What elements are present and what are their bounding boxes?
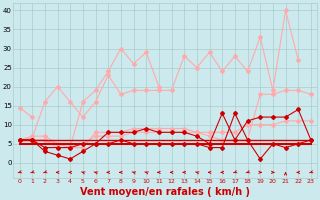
X-axis label: Vent moyen/en rafales ( km/h ): Vent moyen/en rafales ( km/h ) (80, 187, 250, 197)
